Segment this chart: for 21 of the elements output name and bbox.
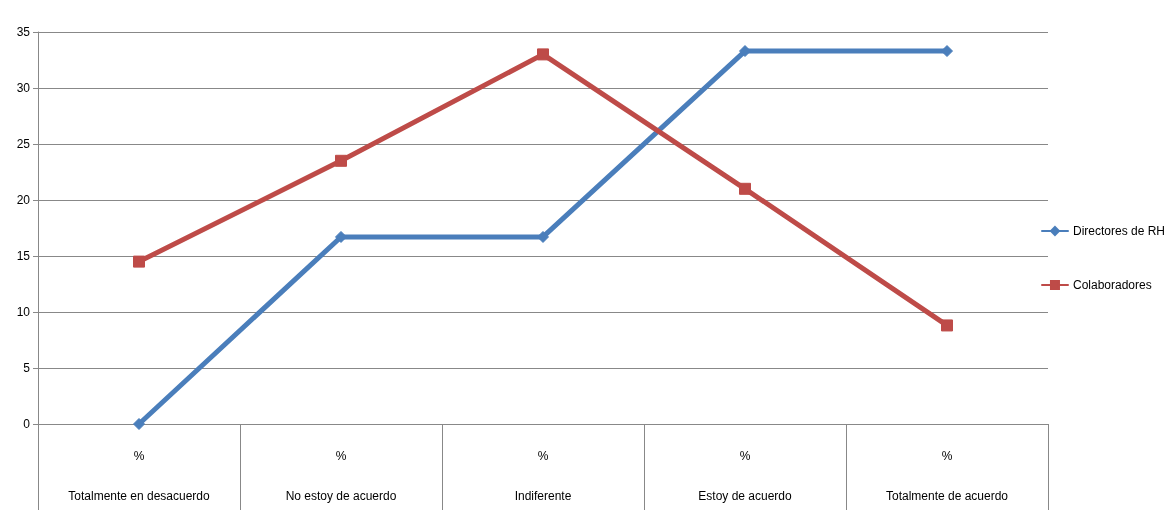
y-tick-label: 10 (16, 305, 31, 319)
point (335, 154, 347, 167)
y-tick-label: 20 (16, 193, 31, 207)
point (133, 255, 145, 268)
category-label: % Totalmente de acuerdo (885, 449, 1009, 503)
y-tick-label: 0 (23, 417, 31, 431)
point (133, 418, 145, 430)
category-label: % Totalmente en desacuerdo (68, 449, 210, 503)
point (537, 48, 549, 61)
category-label: % Indiferente (514, 449, 572, 503)
y-tick-label: 35 (16, 25, 31, 39)
y-tick-label: 5 (23, 361, 31, 375)
legend-label: Directores de RH (1072, 224, 1165, 238)
y-tick-label: 15 (16, 249, 31, 263)
category-label: % Estoy de acuerdo (698, 449, 792, 503)
y-tick-label: 25 (16, 137, 31, 151)
point (941, 319, 953, 332)
legend-label: Colaboradores (1072, 278, 1152, 292)
y-tick-label: 30 (16, 81, 31, 95)
point (739, 182, 751, 195)
category-label: % No estoy de acuerdo (285, 449, 397, 503)
